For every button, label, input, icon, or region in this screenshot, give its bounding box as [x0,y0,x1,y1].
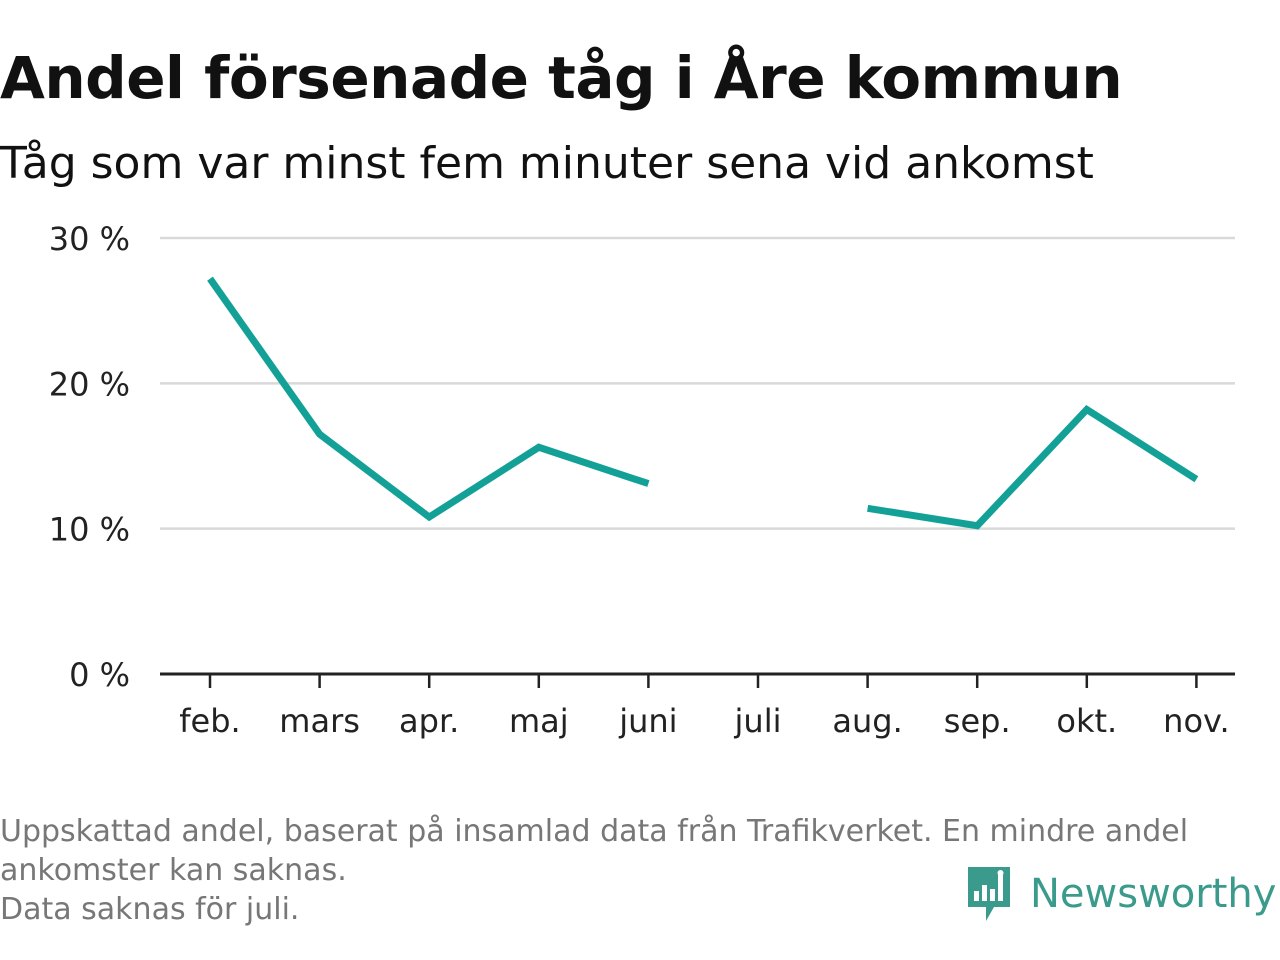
x-tick-label: apr. [399,702,459,740]
x-tick-label: maj [509,702,569,740]
x-tick-label: okt. [1056,702,1117,740]
chart-subtitle: Tåg som var minst fem minuter sena vid a… [0,138,1094,189]
footnote-line: ankomster kan saknas. [0,853,347,888]
x-tick-label: mars [279,702,360,740]
x-tick-label: juni [618,702,677,740]
y-tick-label: 30 % [49,220,130,258]
line-chart: 0 % 10 % 20 % 30 % feb. mars apr. maj juni juli a… [49,220,1235,740]
footnote-line: Data saknas för juli. [0,892,300,927]
y-tick-label: 10 % [49,511,130,549]
x-axis: feb. mars apr. maj juni juli aug. sep. okt. nov. [160,672,1235,740]
series-lines [207,276,1199,530]
y-tick-label: 20 % [49,365,130,403]
newsworthy-logo-icon [968,867,1010,921]
y-axis-ticks: 0 % 10 % 20 % 30 % [49,220,130,694]
y-tick-label: 0 % [69,656,130,694]
brand-name: Newsworthy [1030,871,1277,917]
x-tick-label: juli [734,702,782,740]
footnote-line: Uppskattad andel, baserat på insamlad da… [0,814,1189,849]
footnote: Uppskattad andel, baserat på insamlad da… [0,812,1189,929]
x-tick-label: nov. [1163,702,1229,740]
series-line-segment [867,404,1199,530]
grid-lines [160,236,1235,530]
x-tick-label: feb. [179,702,240,740]
chart-title: Andel försenade tåg i Åre kommun [0,44,1123,112]
series-line-segment [207,276,650,522]
x-tick-label: aug. [832,702,902,740]
x-tick-label: sep. [944,702,1011,740]
brand-logo: Newsworthy [964,862,1276,926]
